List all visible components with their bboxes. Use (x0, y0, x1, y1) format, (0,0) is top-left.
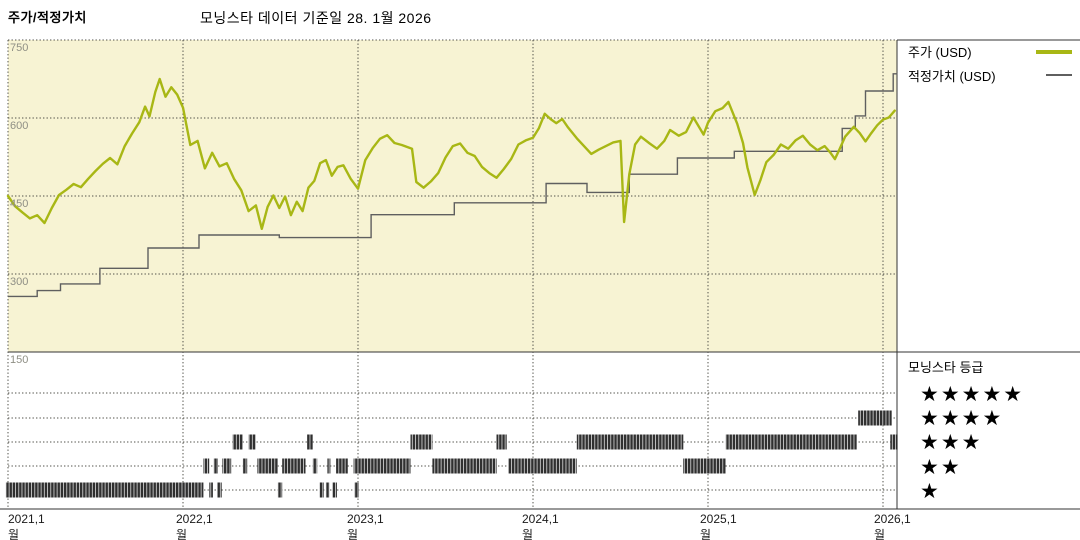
2-star-rating-row: ★★ (920, 455, 962, 479)
3-star-rating-row: ★★★ (920, 431, 983, 455)
y-tick-label: 600 (10, 120, 29, 132)
5-star-rating-row: ★★★★★ (920, 383, 1025, 406)
fair-value-legend-label: 적정가치 (USD) (908, 69, 996, 84)
4-star-rating-row: ★★★★ (920, 407, 1004, 431)
y-tick-label: 300 (10, 276, 29, 288)
1-star-rating-row: ★ (920, 479, 941, 503)
rating-legend-title: 모닝스타 등급 (908, 360, 984, 375)
page-title: 주가/적정가치 (8, 10, 87, 25)
x-tick-label: 2022,1월 (176, 512, 213, 540)
x-tick-label: 2023,1월 (347, 512, 384, 540)
x-tick-label: 2021,1월 (8, 512, 45, 540)
y-tick-label: 150 (10, 354, 29, 366)
x-tick-label: 2026,1월 (874, 512, 911, 540)
y-tick-label: 450 (10, 198, 29, 210)
price-legend-swatch (1036, 50, 1072, 54)
x-tick-label: 2024,1월 (522, 512, 559, 540)
price-legend-label: 주가 (USD) (908, 45, 972, 60)
fair-value-legend-swatch (1046, 74, 1072, 76)
y-tick-label: 750 (10, 42, 29, 54)
data-as-of-label: 모닝스타 데이터 기준일 28. 1월 2026 (200, 10, 432, 26)
x-tick-label: 2025,1월 (700, 512, 737, 540)
rating-star-rows: ★★★★★ ★★★★ ★★★ ★★ ★ (920, 383, 1024, 504)
